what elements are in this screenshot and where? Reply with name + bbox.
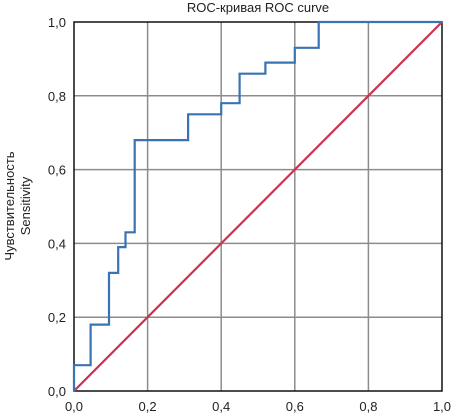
y-tick-label: 0,4 [48, 236, 66, 251]
x-tick-label: 0,0 [65, 399, 83, 414]
y-axis-title-line2: Sensitivity [18, 176, 33, 235]
y-tick-label: 0,0 [48, 384, 66, 399]
x-tick-label: 1,0 [433, 399, 451, 414]
plot-frame [73, 21, 443, 392]
y-axis-title: Чувствительность Sensitivity [2, 151, 33, 260]
x-tick-label: 0,2 [139, 399, 157, 414]
roc-curve-line [72, 20, 442, 391]
x-tick-label: 0,4 [212, 399, 230, 414]
y-tick-labels: 0,0 0,2 0,4 0,6 0,8 1,0 [48, 15, 66, 399]
y-axis-title-line1: Чувствительность [2, 151, 17, 260]
y-tick-label: 1,0 [48, 15, 66, 30]
reference-diagonal-line [73, 21, 443, 392]
chart-title: ROC-кривая ROC curve [187, 0, 329, 15]
y-tick-label: 0,6 [48, 163, 66, 178]
series-group [72, 20, 443, 392]
y-tick-label: 0,2 [48, 310, 66, 325]
grid-lines [74, 22, 442, 391]
x-tick-label: 0,8 [359, 399, 377, 414]
x-tick-label: 0,6 [286, 399, 304, 414]
x-tick-labels: 0,0 0,2 0,4 0,6 0,8 1,0 [65, 399, 451, 414]
y-tick-label: 0,8 [48, 89, 66, 104]
